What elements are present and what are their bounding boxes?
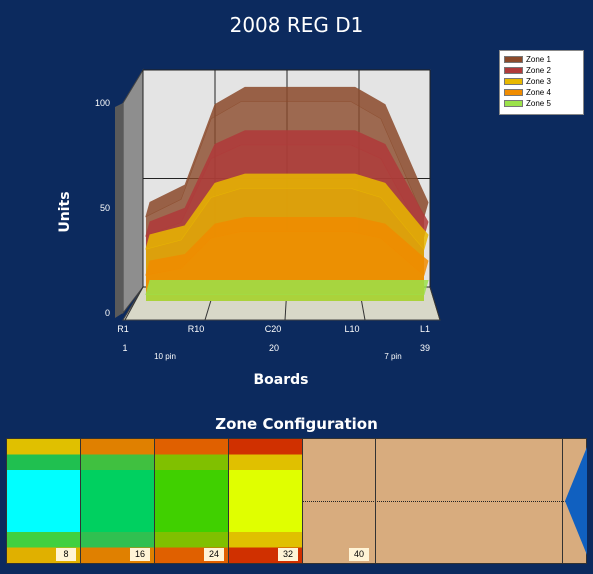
legend-label: Zone 5 [526,99,551,108]
zone-column-1: 8 [7,439,81,563]
legend-item-zone-1: Zone 1 [504,54,579,65]
zone-board-badge: 16 [130,548,150,561]
legend-swatch [504,67,523,74]
y-tick-label: 50 [100,203,110,213]
chart-side-wall-edge [115,103,123,318]
floor-gridline [124,286,144,321]
legend-swatch [504,56,523,63]
zone-board-badge: 8 [56,548,76,561]
zone-board-badge: 32 [278,548,298,561]
floor-gridline [429,286,441,321]
zone-board-badge: 24 [204,548,224,561]
chart-legend: Zone 1 Zone 2 Zone 3 Zone 4 Zone 5 [499,50,584,115]
legend-swatch [504,89,523,96]
x-axis-title: Boards [254,372,309,388]
pin-deck-triangle [565,447,587,555]
legend-label: Zone 2 [526,66,551,75]
lane-zone-configuration: 8 16 24 32 40 [6,438,587,564]
legend-item-zone-2: Zone 2 [504,65,579,76]
legend-label: Zone 4 [526,88,551,97]
lane-divider [375,439,376,563]
lane-divider [562,439,563,563]
x-tick-label: R1 [117,324,129,334]
zone-3d-chart: 0 50 100 R1 R10 C20 L10 L1 1 20 39 10 pin 7 pin Board… [57,68,441,388]
pin-deck-icon [565,447,587,555]
x-tick-label: L10 [344,324,359,334]
zone-board-badge: 40 [349,548,369,561]
x-pin-label: 10 pin [154,352,176,361]
x-tick-label: L1 [420,324,430,334]
x-board-number: 20 [269,343,279,353]
x-tick-label: C20 [265,324,282,334]
legend-swatch [504,100,523,107]
y-tick-label: 0 [105,308,110,318]
legend-label: Zone 3 [526,77,551,86]
series-top-5 [145,279,429,295]
y-axis-title: Units [57,191,73,232]
x-pin-label: 7 pin [384,352,401,361]
series-area-5 [146,294,424,301]
legend-label: Zone 1 [526,55,551,64]
zone-configuration-title: Zone Configuration [215,415,378,433]
zone-column-4: 32 [229,439,303,563]
legend-item-zone-3: Zone 3 [504,76,579,87]
x-board-number: 39 [420,343,430,353]
x-tick-label: R10 [188,324,205,334]
legend-item-zone-4: Zone 4 [504,87,579,98]
y-tick-label: 100 [95,98,110,108]
zone-column-2: 16 [81,439,155,563]
legend-item-zone-5: Zone 5 [504,98,579,109]
chart-side-wall [122,68,144,315]
zone-column-3: 24 [155,439,229,563]
x-board-number: 1 [122,343,127,353]
legend-swatch [504,78,523,85]
chart-title: 2008 REG D1 [229,13,364,37]
